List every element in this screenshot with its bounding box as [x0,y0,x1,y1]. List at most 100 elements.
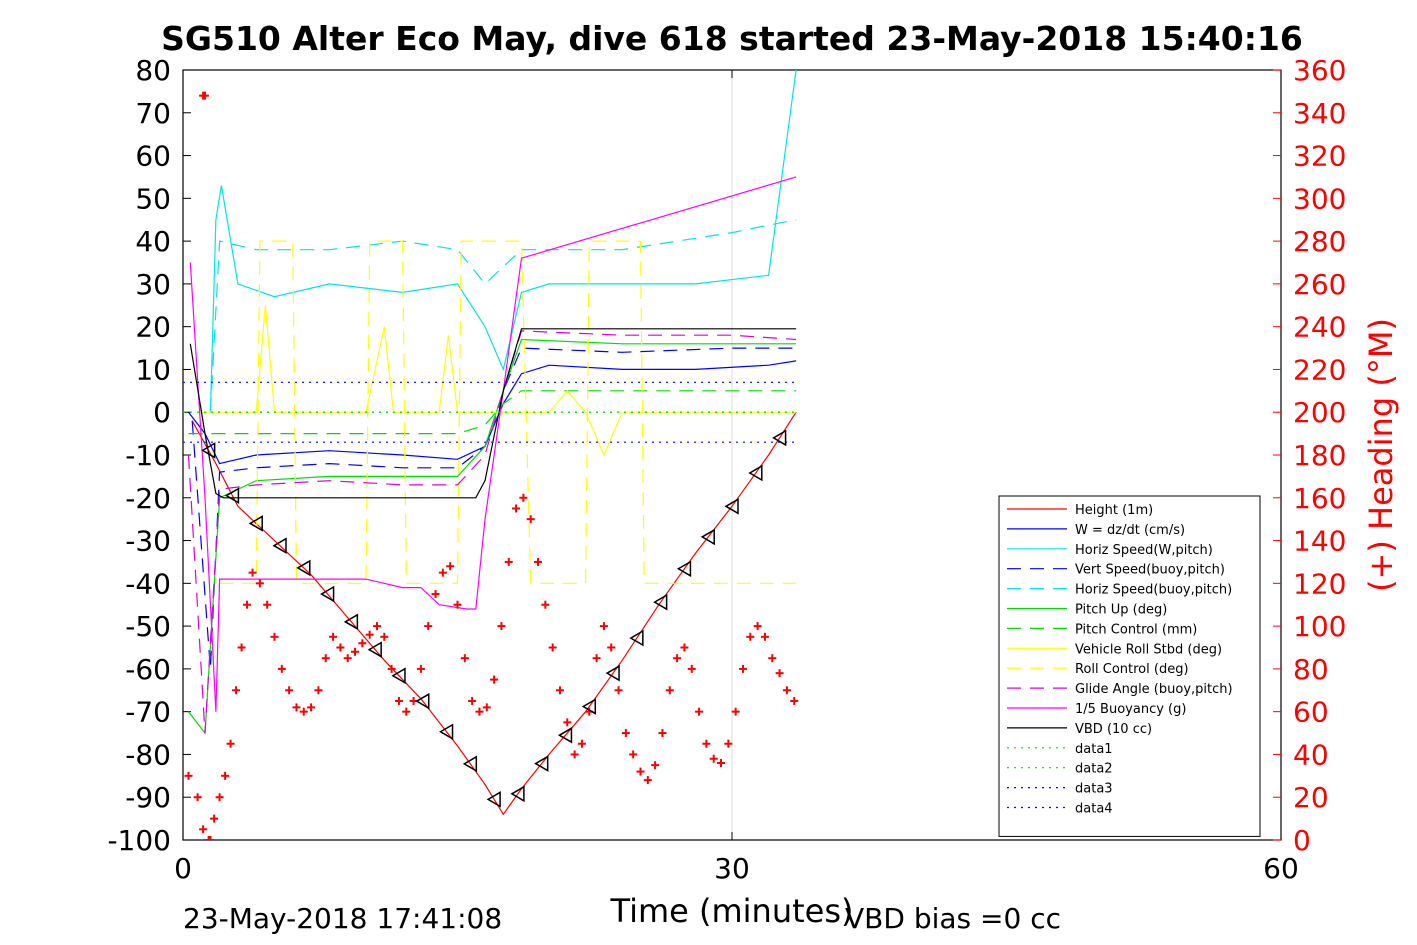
heading-point [541,600,550,609]
height-marker [605,664,620,682]
heading-point [673,654,682,663]
heading-point [351,647,360,656]
y-right-tick-label: 100 [1293,610,1346,643]
height-marker [296,559,311,577]
heading-point [614,686,623,695]
y-right-tick-label: 340 [1293,97,1346,130]
heading-point [621,729,630,738]
heading-point [307,703,316,712]
legend-label: VBD (10 cc) [1075,722,1152,737]
heading-point [184,771,193,780]
series-line-pitch-control-mm [188,390,797,435]
y-right-tick-label: 0 [1293,824,1311,857]
legend-label: Glide Angle (buoy,pitch) [1075,682,1233,697]
y-left-tick-label: -40 [125,567,171,600]
series-line-1-5-buoyancy-g [189,176,797,712]
series-line-horiz-speed-w-pitch [209,70,797,413]
height-marker [272,537,287,554]
height-marker [557,726,573,744]
heading-point [717,759,726,767]
height-marker [700,528,715,546]
y-right-tick-label: 300 [1293,182,1346,215]
heading-point [760,632,769,641]
heading-point [504,557,513,566]
legend-label: Roll Control (deg) [1075,662,1189,677]
footer-timestamp: 23-May-2018 17:41:08 [183,902,502,935]
height-marker [676,560,692,578]
heading-point [226,739,235,748]
legend-label: Vehicle Roll Stbd (deg) [1075,642,1222,657]
heading-point [358,639,367,648]
y-right-tick-label: 280 [1293,225,1346,258]
heading-point [380,632,389,641]
y-left-tick-label: 40 [135,225,171,258]
heading-point [221,771,230,780]
y-left-tick-label: 50 [135,182,171,215]
heading-point [206,836,215,840]
heading-point [738,664,747,673]
heading-point [768,654,777,663]
y-right-tick-label: 220 [1293,353,1346,386]
heading-point [468,696,477,705]
y-right-tick-label: 120 [1293,567,1346,600]
heading-point [416,664,425,673]
heading-point [204,836,213,840]
legend-label: Height (1m) [1075,503,1153,518]
heading-point [548,643,557,652]
heading-point [775,669,784,678]
heading-point [453,600,462,609]
heading-point [534,557,543,566]
y-right-tick-label: 20 [1293,781,1329,814]
heading-point [446,562,455,571]
y-right-tick-label: 320 [1293,140,1346,173]
heading-point [243,600,252,609]
heading-point [263,600,272,609]
heading-point [299,707,308,716]
height-marker [224,487,240,504]
heading-point [232,686,241,695]
heading-point [651,761,660,770]
height-marker [510,785,525,803]
heading-point [285,686,294,695]
height-marker [439,723,454,741]
heading-point [790,696,799,705]
heading-point [336,643,345,652]
heading-point [365,630,374,639]
y-left-tick-label: 80 [135,54,171,87]
y-left-tick-label: -90 [125,781,171,814]
series-line-roll-control-deg [219,240,797,584]
height-marker [367,641,382,658]
heading-point [292,703,301,712]
y-left-tick-label: 70 [135,97,171,130]
heading-point [599,622,608,631]
y-right-tick-label: 80 [1293,653,1329,686]
series-line-horiz-speed-buoy-pitch [209,219,797,413]
heading-point [394,696,403,705]
heading-point [753,622,762,631]
legend-box [998,495,1261,837]
heading-point [210,814,219,823]
heading-point [680,643,689,652]
heading-point [314,686,323,695]
height-marker [653,593,668,611]
heading-point [248,568,257,577]
heading-point [607,643,616,652]
y-right-tick-label: 240 [1293,311,1346,344]
heading-point [270,632,279,641]
height-marker [772,429,787,447]
heading-point [438,568,447,577]
height-marker [486,791,501,808]
heading-point [193,793,202,802]
height-marker [248,515,263,532]
heading-point [200,91,209,100]
legend-label: 1/5 Buoyancy (g) [1075,702,1186,717]
heading-point [482,703,491,712]
legend-label: Horiz Speed(buoy,pitch) [1075,583,1232,598]
legend-label: Pitch Control (mm) [1075,622,1197,637]
y-left-tick-label: -60 [125,653,171,686]
y-left-tick-label: 10 [135,353,171,386]
heading-point [643,776,652,785]
y-left-tick-label: 0 [153,396,171,429]
y-left-tick-label: 30 [135,268,171,301]
chart-title: SG510 Alter Eco May, dive 618 started 23… [161,19,1303,58]
